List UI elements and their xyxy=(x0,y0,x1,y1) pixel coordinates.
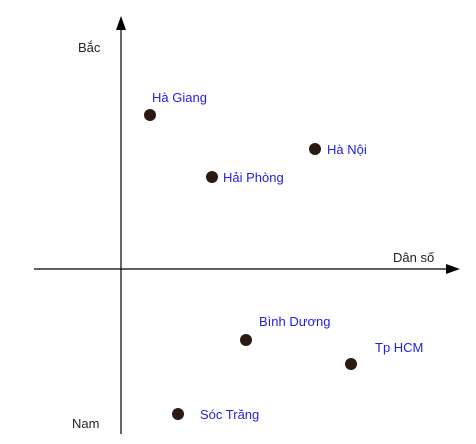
point-marker xyxy=(172,408,184,420)
vertical-axis-arrow-icon xyxy=(116,16,126,30)
point-label: Sóc Trăng xyxy=(200,407,259,422)
point-label: Hà Nội xyxy=(327,142,367,157)
point-marker xyxy=(144,109,156,121)
point-label: Bình Dương xyxy=(259,314,330,329)
population-axis-label: Dân số xyxy=(393,250,434,265)
north-label: Bắc xyxy=(78,40,101,55)
point-ha-giang: Hà Giang xyxy=(144,90,207,121)
point-marker xyxy=(345,358,357,370)
point-label: Hà Giang xyxy=(152,90,207,105)
south-label: Nam xyxy=(72,416,99,431)
horizontal-axis-arrow-icon xyxy=(446,264,460,274)
point-marker xyxy=(206,171,218,183)
point-marker xyxy=(309,143,321,155)
point-ha-noi: Hà Nội xyxy=(309,142,367,157)
point-tp-hcm: Tp HCM xyxy=(345,340,423,370)
point-marker xyxy=(240,334,252,346)
point-hai-phong: Hải Phòng xyxy=(206,170,284,185)
point-label: Tp HCM xyxy=(375,340,423,355)
point-binh-duong: Bình Dương xyxy=(240,314,330,346)
point-label: Hải Phòng xyxy=(223,170,284,185)
point-soc-trang: Sóc Trăng xyxy=(172,407,259,422)
